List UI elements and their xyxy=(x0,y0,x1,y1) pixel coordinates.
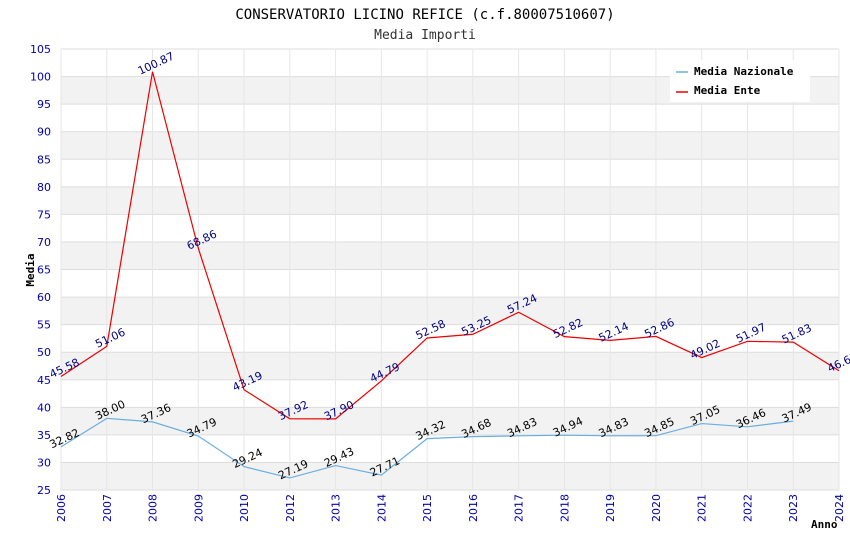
legend: Media Nazionale Media Ente xyxy=(670,60,810,102)
grid-band xyxy=(61,297,839,325)
x-tick-label: 2007 xyxy=(101,494,114,522)
chart-title: CONSERVATORIO LICINO REFICE (c.f.8000751… xyxy=(235,7,614,23)
x-tick-label: 2020 xyxy=(650,494,663,522)
grid-band xyxy=(61,131,839,160)
data-label: 51.06 xyxy=(93,326,127,351)
y-tick-label: 25 xyxy=(37,484,51,497)
x-tick-label: 2016 xyxy=(467,494,480,522)
grid-band xyxy=(61,241,839,270)
y-axis-ticks: 25 30 35 40 45 50 55 60 65 70 75 80 85 90 95 100 105 xyxy=(30,43,51,497)
y-tick-label: 35 xyxy=(37,429,51,442)
x-tick-label: 2021 xyxy=(696,494,709,522)
x-tick-label: 2024 xyxy=(833,494,846,522)
series-lines xyxy=(60,71,840,479)
grid-band xyxy=(61,352,839,380)
y-tick-label: 90 xyxy=(37,126,51,139)
y-tick-label: 85 xyxy=(37,153,51,166)
y-tick-label: 55 xyxy=(37,319,51,332)
y-tick-label: 60 xyxy=(37,291,51,304)
x-tick-label: 2006 xyxy=(55,494,68,522)
x-tick-label: 2019 xyxy=(604,494,617,522)
y-tick-label: 75 xyxy=(37,208,51,221)
y-tick-label: 95 xyxy=(37,98,51,111)
chart-subtitle: Media Importi xyxy=(374,28,476,43)
x-axis-label: Anno xyxy=(811,518,838,531)
grid-bands xyxy=(61,76,839,490)
x-tick-label: 2010 xyxy=(238,494,251,522)
x-tick-label: 2017 xyxy=(513,494,526,522)
grid-band xyxy=(61,186,839,215)
data-label: 51.83 xyxy=(780,321,814,346)
y-tick-label: 100 xyxy=(30,71,51,84)
x-tick-label: 2009 xyxy=(192,494,205,522)
x-tick-label: 2023 xyxy=(787,494,800,522)
y-tick-label: 65 xyxy=(37,264,51,277)
y-axis-label: Media xyxy=(24,253,37,286)
legend-background xyxy=(670,60,810,102)
y-tick-label: 105 xyxy=(30,43,51,56)
x-tick-label: 2015 xyxy=(421,494,434,522)
x-axis-ticks: 2006 2007 2008 2009 2010 2012 2013 2014 2015 2016… xyxy=(55,494,846,522)
x-tick-label: 2014 xyxy=(375,494,388,522)
series-line-media-ente xyxy=(60,71,840,420)
x-tick-label: 2022 xyxy=(741,494,754,522)
series-line-media-nazionale xyxy=(60,417,794,479)
x-tick-label: 2008 xyxy=(147,494,160,522)
x-tick-label: 2013 xyxy=(330,494,343,522)
grid-band xyxy=(61,407,839,435)
legend-label-media-nazionale: Media Nazionale xyxy=(694,65,794,78)
x-tick-label: 2012 xyxy=(284,494,297,522)
y-tick-label: 30 xyxy=(37,456,51,469)
y-tick-label: 80 xyxy=(37,181,51,194)
y-tick-label: 40 xyxy=(37,401,51,414)
y-tick-label: 45 xyxy=(37,374,51,387)
y-tick-label: 50 xyxy=(37,346,51,359)
grid-lines xyxy=(60,48,840,491)
y-tick-label: 70 xyxy=(37,236,51,249)
legend-label-media-ente: Media Ente xyxy=(694,84,761,97)
grid-band xyxy=(61,462,839,490)
data-label: 100.87 xyxy=(136,50,176,78)
x-tick-label: 2018 xyxy=(558,494,571,522)
